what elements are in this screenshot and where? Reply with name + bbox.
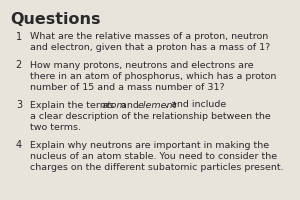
Text: two terms.: two terms. xyxy=(30,123,81,132)
Text: 2: 2 xyxy=(16,60,22,71)
Text: 3: 3 xyxy=(16,100,22,110)
Text: and: and xyxy=(118,100,141,110)
Text: How many protons, neutrons and electrons are: How many protons, neutrons and electrons… xyxy=(30,60,254,70)
Text: Questions: Questions xyxy=(10,12,101,27)
Text: Explain why neutrons are important in making the: Explain why neutrons are important in ma… xyxy=(30,140,269,150)
Text: 1: 1 xyxy=(16,32,22,42)
Text: a clear description of the relationship between the: a clear description of the relationship … xyxy=(30,112,271,121)
Text: atom: atom xyxy=(102,100,126,110)
Text: and electron, given that a proton has a mass of 1?: and electron, given that a proton has a … xyxy=(30,44,270,52)
Text: , and include: , and include xyxy=(165,100,226,110)
Text: 4: 4 xyxy=(16,140,22,150)
Text: there in an atom of phosphorus, which has a proton: there in an atom of phosphorus, which ha… xyxy=(30,72,276,81)
Text: element: element xyxy=(137,100,177,110)
Text: What are the relative masses of a proton, neutron: What are the relative masses of a proton… xyxy=(30,32,268,41)
Text: Explain the terms: Explain the terms xyxy=(30,100,117,110)
Text: nucleus of an atom stable. You need to consider the: nucleus of an atom stable. You need to c… xyxy=(30,152,277,161)
Text: charges on the different subatomic particles present.: charges on the different subatomic parti… xyxy=(30,164,284,172)
Text: number of 15 and a mass number of 31?: number of 15 and a mass number of 31? xyxy=(30,84,225,92)
